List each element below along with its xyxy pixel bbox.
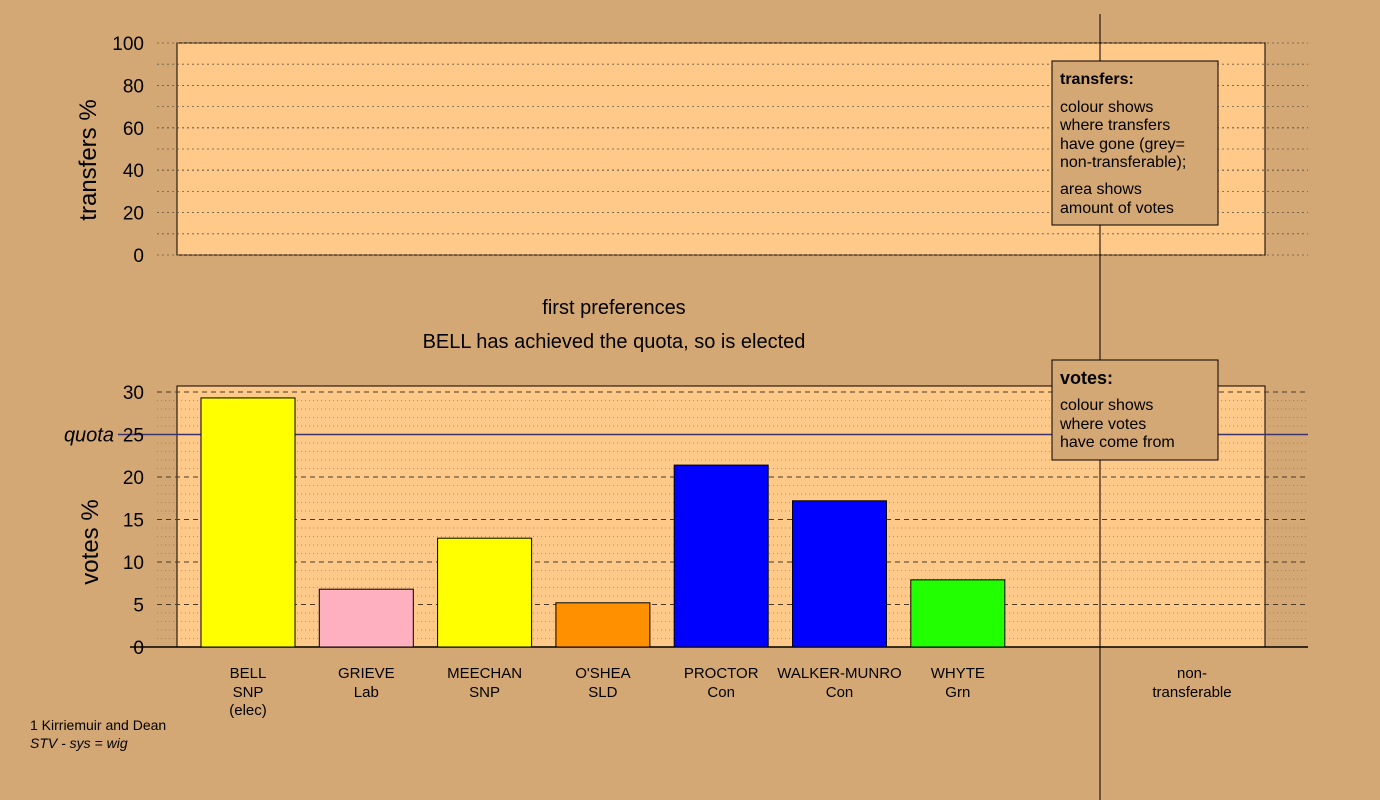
legend-transfers-line: non-transferable); — [1060, 154, 1186, 171]
footer-ward: 1 Kirriemuir and Dean — [30, 717, 166, 733]
quota-label: quota — [64, 425, 114, 447]
legend-transfers: transfers: colour shows where transfers … — [1051, 60, 1219, 226]
legend-votes-line: have come from — [1060, 434, 1175, 451]
candidate-party-label: Lab — [354, 684, 379, 701]
candidate-name-label: WHYTE — [931, 665, 985, 682]
bar-whyte — [910, 579, 1006, 648]
legend-votes-title: votes: — [1060, 368, 1113, 388]
legend-transfers-line: amount of votes — [1060, 200, 1174, 217]
legend-transfers-line: colour shows — [1060, 99, 1153, 116]
votes-tick-label: 0 — [133, 638, 144, 659]
candidate-name-label: PROCTOR — [684, 665, 759, 682]
candidate-party-label: Con — [707, 684, 735, 701]
votes-tick-label: 25 — [123, 426, 144, 447]
legend-transfers-line: have gone (grey= — [1060, 136, 1185, 153]
transfers-tick-label: 60 — [123, 119, 144, 140]
candidate-party-label: Grn — [945, 684, 970, 701]
candidate-name-label: BELL — [230, 665, 267, 682]
chart-title-line2: BELL has achieved the quota, so is elect… — [423, 331, 806, 353]
bar-o-shea — [555, 602, 651, 648]
candidate-name-label: MEECHAN — [447, 665, 522, 682]
votes-tick-label: 30 — [123, 383, 144, 404]
legend-transfers-line: where transfers — [1059, 117, 1170, 134]
candidate-name-label: WALKER-MUNRO — [777, 665, 901, 682]
candidate-status-label: (elec) — [229, 702, 267, 719]
bar-proctor — [673, 464, 769, 648]
chart-title-line1: first preferences — [542, 297, 685, 319]
candidate-party-label: SNP — [233, 684, 264, 701]
votes-tick-label: 5 — [133, 596, 144, 617]
bar-bell — [200, 397, 296, 648]
bar-walker-munro — [792, 500, 887, 648]
candidate-party-label: SLD — [588, 684, 617, 701]
votes-tick-label: 20 — [123, 468, 144, 489]
legend-transfers-title: transfers: — [1060, 71, 1134, 88]
votes-tick-label: 15 — [123, 511, 144, 532]
legend-transfers-line: area shows — [1060, 181, 1142, 198]
legend-transfers-box — [1051, 60, 1219, 226]
footer-system: STV - sys = wig — [30, 735, 128, 751]
votes-axis-label: votes % — [77, 499, 104, 584]
legend-votes: votes: colour shows where votes have com… — [1051, 359, 1219, 461]
transfers-axis-label: transfers % — [75, 99, 102, 220]
legend-votes-box — [1051, 359, 1219, 461]
bar-grieve — [318, 588, 414, 648]
legend-votes-line: colour shows — [1060, 397, 1153, 414]
candidate-party-label: SNP — [469, 684, 500, 701]
transfers-tick-label: 80 — [123, 76, 144, 97]
bar-meechan — [437, 537, 533, 648]
transfers-tick-label: 20 — [123, 204, 144, 225]
transfers-tick-label: 100 — [112, 34, 144, 55]
candidate-name-label: O'SHEA — [575, 665, 630, 682]
legend-votes-line: where votes — [1059, 416, 1146, 433]
votes-tick-label: 10 — [123, 553, 144, 574]
nontransferable-label-line1: non- — [1177, 665, 1207, 682]
transfers-tick-label: 40 — [123, 161, 144, 182]
candidate-name-label: GRIEVE — [338, 665, 395, 682]
nontransferable-label-line2: transferable — [1152, 684, 1231, 701]
candidate-party-label: Con — [826, 684, 854, 701]
transfers-tick-label: 0 — [133, 246, 144, 267]
